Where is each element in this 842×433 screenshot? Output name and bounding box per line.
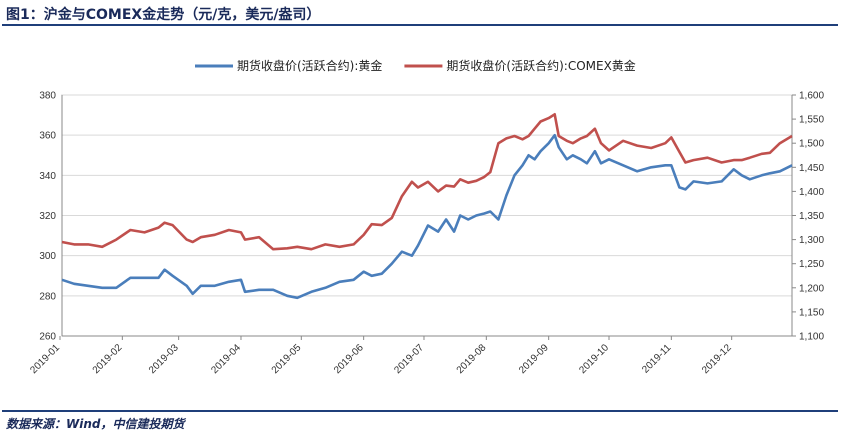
left-tick-label: 340 (39, 171, 56, 182)
right-tick-label: 1,550 (799, 115, 824, 126)
series-line-1 (61, 133, 793, 300)
left-tick-label: 260 (39, 332, 56, 343)
left-tick-label: 320 (39, 211, 56, 222)
grid-lines (61, 94, 793, 337)
legend-label-1: 期货收盘价(活跃合约):黄金 (237, 58, 382, 73)
right-tick-label: 1,400 (799, 187, 824, 198)
right-tick-label: 1,200 (799, 283, 824, 294)
series-lines (61, 113, 793, 300)
bottom-rule (2, 410, 838, 412)
x-tick-label: 2019-09 (517, 342, 551, 376)
figure-title: 图1：沪金与COMEX金走势（元/克，美元/盎司） (6, 7, 321, 23)
right-tick-label: 1,300 (799, 235, 824, 246)
x-tick-label: 2019-03 (147, 342, 181, 376)
x-tick-label: 2019-12 (700, 342, 734, 376)
left-axis-ticks: 260 280 300 320 340 360 380 (39, 91, 56, 343)
chart-legend: 期货收盘价(活跃合约):黄金 期货收盘价(活跃合约):COMEX黄金 (195, 58, 636, 73)
x-axis-ticks: 2019-01 2019-02 2019-03 2019-04 2019-05 2019-… (28, 336, 734, 376)
x-tick-label: 2019-08 (455, 342, 489, 376)
x-tick-label: 2019-02 (91, 342, 125, 376)
left-tick-label: 280 (39, 291, 56, 302)
data-source: 数据来源：Wind，中信建投期货 (6, 417, 185, 431)
right-tick-label: 1,450 (799, 163, 824, 174)
right-axis-ticks: 1,100 1,150 1,200 1,250 1,300 1,350 1,400 1,450… (792, 91, 824, 343)
x-tick-label: 2019-05 (270, 342, 304, 376)
x-tick-label: 2019-04 (209, 342, 243, 376)
x-tick-label: 2019-11 (640, 342, 674, 376)
right-tick-label: 1,250 (799, 259, 824, 270)
legend-label-2: 期货收盘价(活跃合约):COMEX黄金 (446, 58, 635, 73)
left-tick-label: 300 (39, 251, 56, 262)
series-line-2 (61, 113, 793, 251)
top-rule (2, 24, 838, 26)
right-tick-label: 1,100 (799, 332, 824, 343)
right-tick-label: 1,600 (799, 91, 824, 102)
right-tick-label: 1,500 (799, 139, 824, 150)
x-tick-label: 2019-01 (28, 342, 62, 376)
left-tick-label: 380 (39, 91, 56, 102)
left-tick-label: 360 (39, 131, 56, 142)
x-tick-label: 2019-06 (332, 342, 366, 376)
x-tick-label: 2019-10 (577, 342, 611, 376)
x-tick-label: 2019-07 (392, 342, 426, 376)
right-tick-label: 1,350 (799, 211, 824, 222)
right-tick-label: 1,150 (799, 307, 824, 318)
